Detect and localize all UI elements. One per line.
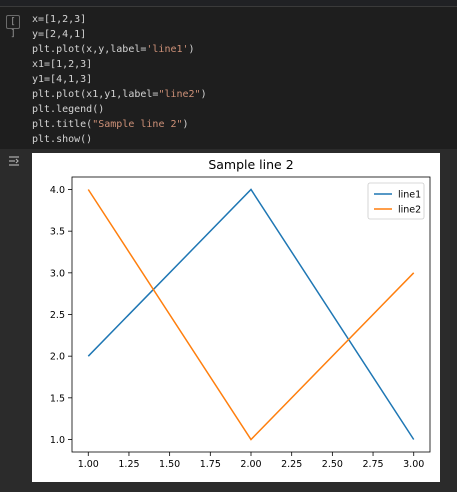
chart-title: Sample line 2 — [208, 157, 293, 172]
top-bar — [0, 0, 457, 7]
y-tick-label: 1.5 — [50, 393, 65, 404]
code-line[interactable]: plt.plot(x1,y1,label="line2") — [32, 87, 207, 102]
series-line-line2 — [87, 189, 415, 441]
y-tick-label: 2.0 — [50, 352, 65, 363]
code-text: plt.show() — [32, 134, 93, 145]
code-line[interactable]: y=[2,4,1] — [32, 27, 207, 42]
x-tick-label: 1.50 — [159, 459, 180, 470]
x-tick-label: 1.00 — [78, 459, 99, 470]
code-text: x1=[1,2,3] — [32, 59, 93, 70]
code-text: ) — [182, 119, 189, 130]
y-tick-label: 3.5 — [50, 227, 65, 238]
run-cell-button[interactable]: [ ] — [6, 15, 20, 39]
code-editor[interactable]: x=[1,2,3] y=[2,4,1] plt.plot(x,y,label='li… — [32, 12, 207, 147]
x-tick-label: 2.50 — [322, 459, 343, 470]
x-tick-label: 2.75 — [362, 459, 383, 470]
code-text: plt.plot(x1,y1,label= — [32, 89, 159, 100]
output-toggle-icon[interactable] — [7, 154, 21, 168]
x-tick-label: 1.25 — [118, 459, 139, 470]
code-text: plt.plot(x,y,label= — [32, 44, 147, 55]
plot-output: Sample line 2 1.00 1.25 1.50 1.75 2.00 2.25 2.5… — [32, 153, 440, 482]
code-string: "Sample line 2" — [92, 119, 183, 130]
y-tick-label: 2.5 — [50, 310, 65, 321]
code-line[interactable]: plt.show() — [32, 132, 207, 147]
y-tick-label: 3.0 — [50, 268, 65, 279]
x-tick-label: 2.00 — [240, 459, 261, 470]
code-string: 'line1' — [146, 44, 189, 55]
code-text: ) — [200, 89, 207, 100]
code-text: ) — [188, 44, 195, 55]
legend-label: line1 — [398, 190, 421, 201]
code-line[interactable]: plt.legend() — [32, 102, 207, 117]
code-line[interactable]: plt.title("Sample line 2") — [32, 117, 207, 132]
code-string: "line2" — [158, 89, 201, 100]
legend-box — [367, 182, 425, 220]
code-text: y1=[4,1,3] — [32, 74, 93, 85]
x-tick-label: 2.25 — [281, 459, 302, 470]
x-tick-label: 1.75 — [200, 459, 221, 470]
y-tick-label: 4.0 — [50, 185, 65, 196]
y-tick-label: 1.0 — [50, 435, 65, 446]
x-tick-label: 3.00 — [403, 459, 424, 470]
code-text: y=[2,4,1] — [32, 29, 87, 40]
series-line-line1 — [87, 188, 415, 440]
code-line[interactable]: plt.plot(x,y,label='line1') — [32, 42, 207, 57]
code-cell[interactable]: [ ] x=[1,2,3] y=[2,4,1] plt.plot(x,y,label… — [0, 7, 457, 149]
legend-label: line2 — [398, 205, 421, 216]
code-text: plt.title( — [32, 119, 93, 130]
line-chart: Sample line 2 1.00 1.25 1.50 1.75 2.00 2.25 2.5… — [50, 157, 431, 470]
code-text: plt.legend() — [32, 104, 105, 115]
code-line[interactable]: y1=[4,1,3] — [32, 72, 207, 87]
code-line[interactable]: x=[1,2,3] — [32, 12, 207, 27]
code-text: x=[1,2,3] — [32, 14, 87, 25]
code-line[interactable]: x1=[1,2,3] — [32, 57, 207, 72]
